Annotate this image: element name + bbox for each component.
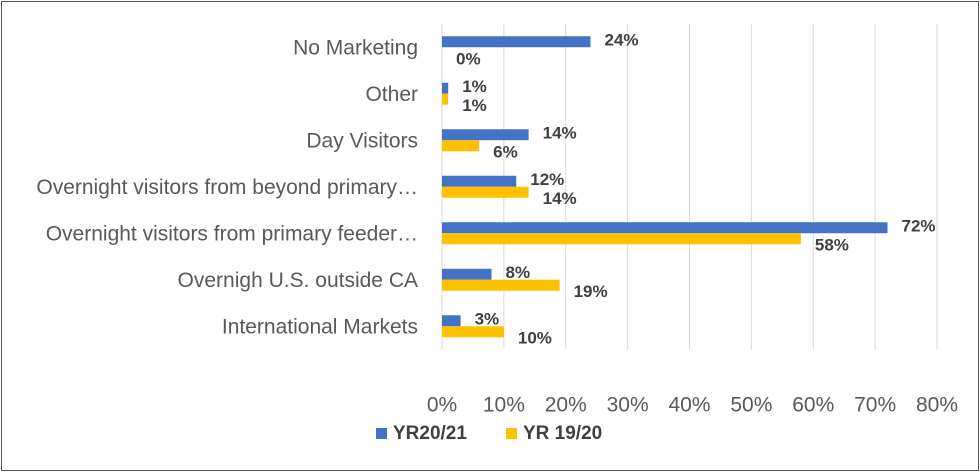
bar-yr1920 xyxy=(442,186,529,198)
x-tick-label: 70% xyxy=(854,394,896,417)
legend-label-yr2021: YR20/21 xyxy=(393,423,467,444)
x-tick-label: 50% xyxy=(730,394,772,417)
data-label-yr1920: 1% xyxy=(462,96,487,115)
data-label-yr2021: 1% xyxy=(462,77,487,96)
x-tick-label: 10% xyxy=(483,394,525,417)
bar-yr2021 xyxy=(442,222,888,234)
category-label: Day Visitors xyxy=(306,129,418,152)
bar-yr1920 xyxy=(442,93,449,105)
category-label: Overnigh U.S. outside CA xyxy=(178,269,418,292)
bar-yr2021 xyxy=(442,268,492,280)
x-tick-label: 20% xyxy=(545,394,587,417)
legend-swatch-yr2021 xyxy=(376,428,387,439)
bar-yr2021 xyxy=(442,82,449,94)
x-axis-tick-labels: 0% 10% 20% 30% 40% 50% 60% 70% 80% xyxy=(427,394,958,417)
data-label-yr1920: 14% xyxy=(543,189,577,208)
category-label: Overnight visitors from beyond primary… xyxy=(36,176,418,199)
data-label-yr2021: 8% xyxy=(506,263,531,282)
data-label-yr1920: 58% xyxy=(815,235,849,254)
bar-yr1920 xyxy=(442,279,560,291)
data-labels: 24%0%1%1%14%6%12%14%72%58%8%19%3%10% xyxy=(456,30,936,347)
data-label-yr1920: 19% xyxy=(574,282,608,301)
bar-yr2021 xyxy=(442,129,529,141)
data-label-yr2021: 3% xyxy=(475,309,500,328)
category-label: Overnight visitors from primary feeder… xyxy=(46,222,418,245)
category-label: International Markets xyxy=(222,315,418,338)
category-label: Other xyxy=(365,83,418,106)
bar-yr1920 xyxy=(442,233,801,245)
legend: YR20/21 YR 19/20 xyxy=(376,423,602,444)
x-tick-label: 80% xyxy=(916,394,958,417)
x-tick-label: 0% xyxy=(427,394,457,417)
data-label-yr2021: 14% xyxy=(543,123,577,142)
category-labels: No Marketing Other Day Visitors Overnight v… xyxy=(36,36,418,338)
data-label-yr1920: 0% xyxy=(456,49,481,68)
data-label-yr1920: 6% xyxy=(493,142,518,161)
x-tick-label: 30% xyxy=(607,394,649,417)
bar-yr2021 xyxy=(442,175,517,187)
bar-yr1920 xyxy=(442,326,504,338)
bar-yr1920 xyxy=(442,140,480,152)
bar-yr2021 xyxy=(442,315,461,327)
data-label-yr2021: 24% xyxy=(605,30,639,49)
legend-label-yr1920: YR 19/20 xyxy=(523,423,602,444)
category-label: No Marketing xyxy=(293,36,418,59)
bar-yr2021 xyxy=(442,36,591,48)
x-tick-label: 60% xyxy=(792,394,834,417)
gridlines xyxy=(441,24,938,350)
data-label-yr2021: 72% xyxy=(902,216,936,235)
x-tick-label: 40% xyxy=(668,394,710,417)
bars xyxy=(442,36,888,338)
legend-swatch-yr1920 xyxy=(506,428,517,439)
data-label-yr1920: 10% xyxy=(518,328,552,347)
data-label-yr2021: 12% xyxy=(530,170,564,189)
